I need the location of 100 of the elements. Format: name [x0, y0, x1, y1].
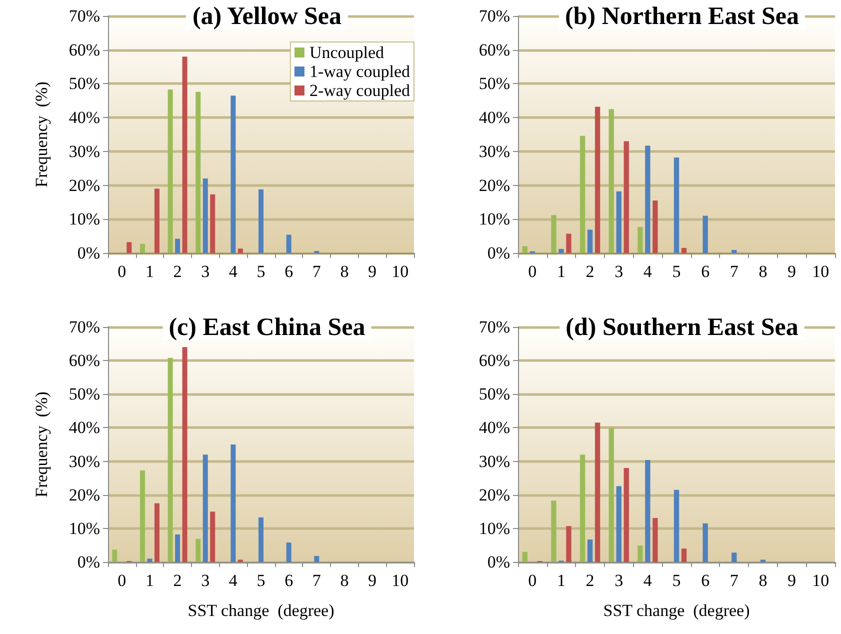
y-tick-label: 50%: [478, 74, 510, 94]
bar: [551, 215, 556, 253]
y-tick-label: 0%: [487, 552, 510, 572]
x-tick-label: 9: [788, 262, 796, 281]
chart-title: (b) Northern East Sea: [564, 3, 800, 30]
bar: [638, 226, 643, 253]
bar: [147, 558, 152, 562]
x-tick-label: 0: [118, 571, 126, 590]
x-tick-label: 3: [614, 262, 624, 281]
bar: [645, 146, 650, 253]
bar: [645, 460, 650, 562]
y-tick-label: 70%: [478, 6, 510, 26]
x-tick-label: 1: [145, 571, 154, 590]
y-tick-label: 0%: [77, 552, 100, 572]
y-tick-label: 10%: [478, 210, 510, 229]
bar: [202, 178, 208, 253]
y-tick-label: 70%: [68, 6, 100, 26]
x-tick-label: 6: [701, 262, 710, 281]
bar: [202, 454, 208, 562]
x-tick-label: 0: [118, 262, 126, 281]
bar: [210, 194, 216, 253]
bar: [126, 242, 132, 253]
y-tick-label: 70%: [478, 318, 510, 336]
bar: [608, 428, 614, 562]
y-axis-title: Frequency (%): [32, 392, 51, 498]
bar: [230, 444, 236, 562]
x-tick-label: 7: [730, 262, 739, 281]
bar: [522, 552, 528, 562]
bar: [652, 200, 658, 253]
x-tick-label: 4: [643, 262, 652, 281]
y-tick-label: 60%: [478, 351, 510, 370]
x-tick-label: 8: [758, 262, 768, 281]
bar: [674, 490, 680, 562]
y-tick-label: 20%: [68, 485, 100, 504]
bar: [566, 234, 572, 253]
bar: [587, 230, 593, 253]
x-tick-label: 9: [368, 262, 377, 281]
bar: [594, 106, 600, 253]
bar: [681, 548, 687, 562]
bar: [286, 542, 292, 562]
x-tick-label: 10: [392, 262, 409, 281]
bar: [702, 523, 708, 562]
x-tick-label: 9: [368, 571, 377, 590]
legend-label: 2-way coupled: [309, 81, 410, 100]
x-tick-label: 6: [701, 571, 710, 590]
bar: [210, 512, 216, 562]
x-tick-label: 5: [256, 262, 266, 281]
x-tick-label: 6: [284, 571, 294, 590]
x-tick-label: 1: [145, 262, 154, 281]
bar: [638, 546, 643, 562]
bar: [168, 358, 173, 562]
y-tick-label: 50%: [68, 384, 100, 404]
bar: [258, 189, 264, 253]
x-tick-label: 0: [528, 262, 537, 281]
bar: [587, 540, 593, 562]
chart-title: (a) Yellow Sea: [192, 3, 342, 30]
bar: [681, 248, 687, 253]
bar: [238, 248, 243, 253]
y-tick-label: 30%: [478, 142, 510, 161]
x-tick-label: 4: [228, 571, 238, 590]
y-tick-label: 70%: [68, 318, 100, 336]
legend-label: Uncoupled: [309, 43, 385, 62]
bar: [566, 526, 572, 562]
y-tick-label: 0%: [77, 244, 100, 262]
bar: [140, 470, 145, 562]
bar: [314, 556, 320, 562]
y-tick-label: 10%: [478, 518, 510, 538]
x-tick-label: 8: [340, 262, 349, 281]
bar: [182, 347, 188, 562]
x-axis-title: SST change (degree): [188, 601, 334, 620]
bar: [616, 191, 622, 253]
x-tick-label: 2: [586, 262, 594, 281]
x-tick-label: 5: [672, 571, 681, 590]
y-tick-label: 40%: [478, 108, 510, 128]
x-tick-label: 3: [201, 571, 210, 590]
x-tick-label: 1: [556, 262, 566, 281]
bar: [558, 248, 564, 253]
x-tick-label: 10: [812, 571, 830, 590]
bar: [140, 244, 145, 253]
x-tick-label: 3: [614, 571, 624, 590]
bar: [608, 109, 614, 253]
y-tick-label: 50%: [68, 74, 100, 94]
x-tick-label: 10: [812, 262, 830, 281]
y-tick-label: 40%: [68, 418, 100, 438]
x-tick-label: 7: [312, 571, 322, 590]
bar: [196, 92, 201, 253]
bar: [732, 552, 737, 562]
bar: [175, 534, 180, 562]
y-axis-title: Frequency (%): [32, 82, 51, 188]
legend-label: 1-way coupled: [309, 62, 410, 81]
bar: [112, 550, 118, 562]
bar: [702, 216, 708, 253]
bar: [154, 188, 160, 253]
bar: [551, 500, 556, 562]
bar: [230, 96, 236, 253]
bar: [196, 538, 201, 562]
y-tick-label: 20%: [68, 176, 100, 195]
y-tick-label: 60%: [478, 40, 510, 60]
bar: [594, 422, 600, 562]
x-tick-label: 0: [528, 571, 537, 590]
